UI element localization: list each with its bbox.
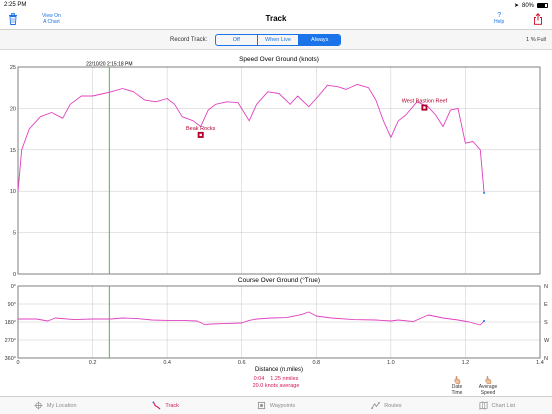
share-icon[interactable]: [533, 13, 543, 25]
tab-bar: My Location Track Waypoints Routes Chart…: [0, 396, 552, 414]
battery-fill: [538, 4, 546, 7]
waypoint-marker-center: [199, 133, 202, 137]
average-speed-toggle[interactable]: Average Speed: [477, 376, 499, 396]
storage-full-indicator: 1 % Full: [526, 37, 546, 43]
compass-tick-label: W: [544, 338, 550, 344]
tab-routes[interactable]: Routes: [331, 397, 441, 414]
track-icon: [152, 401, 161, 410]
hand-pointer-icon: [454, 376, 461, 384]
x-tick-label: 0.6: [238, 360, 246, 366]
x-tick-label: 1.2: [462, 360, 470, 366]
x-tick-label: 0.2: [89, 360, 97, 366]
view-on-chart-button[interactable]: View On A Chart: [42, 13, 61, 25]
status-time: 2:25 PM: [4, 2, 27, 8]
record-track-label: Record Track:: [170, 37, 208, 43]
help-icon: ?: [497, 12, 502, 19]
y-tick-label: 0°: [11, 284, 16, 290]
summary-average: 20.0 knots average: [252, 383, 300, 389]
plot-frame: [17, 66, 541, 275]
status-right: ➤ 80%: [514, 2, 548, 9]
waypoint-marker-center: [423, 106, 426, 109]
y-tick-label: 360°: [5, 356, 16, 362]
compass-tick-label: S: [544, 320, 548, 326]
x-axis-label: Distance (n.miles): [255, 367, 303, 373]
y-tick-label: 5: [13, 231, 16, 237]
waypoint-label: West Bastion Reef: [402, 99, 448, 105]
tab-label: Track: [165, 402, 179, 409]
x-tick-label: 0.8: [312, 360, 320, 366]
chart-title: Speed Over Ground (knots): [239, 56, 319, 63]
date-label: Date: [451, 384, 463, 390]
series-end-point: [483, 320, 486, 322]
summary-distance: 1.25 nmiles: [270, 376, 299, 382]
hand-pointer-icon: [485, 376, 492, 384]
trash-icon[interactable]: [8, 13, 18, 25]
average-label: Average: [478, 384, 498, 390]
battery-icon: [537, 3, 548, 8]
series-line: [17, 83, 485, 193]
tab-label: Waypoints: [269, 402, 296, 409]
page-title: Track: [265, 14, 287, 23]
y-tick-label: 20: [10, 106, 16, 112]
location-arrow-icon: ➤: [513, 3, 519, 9]
chart-list-icon: [479, 401, 488, 410]
y-tick-label: 0: [13, 272, 16, 278]
x-tick-label: 1.0: [387, 360, 395, 366]
y-tick-label: 180°: [5, 320, 16, 326]
y-tick-label: 90°: [8, 302, 16, 308]
compass-icon: [34, 401, 43, 410]
time-label: Time: [451, 389, 463, 396]
tab-label: Chart List: [491, 402, 516, 409]
tab-track[interactable]: Track: [110, 397, 220, 414]
waypoint-label: Beak Rocks: [186, 126, 216, 132]
tab-label: Routes: [384, 402, 402, 409]
cursor-timestamp: 22/10/20 2:15:18 PM: [86, 62, 132, 68]
y-tick-label: 15: [10, 148, 16, 154]
speed-label: Speed: [480, 389, 496, 396]
chart-title: Course Over Ground (°True): [238, 276, 320, 284]
y-tick-label: 10: [10, 189, 16, 195]
x-tick-label: 0.4: [163, 360, 171, 366]
y-tick-label: 270°: [5, 338, 16, 344]
view-chart-line1: View On: [42, 13, 61, 19]
track-charts[interactable]: Speed Over Ground (knots) 0 5 10 15 20 25 22/10…: [0, 50, 552, 396]
charts-area: Speed Over Ground (knots) 0 5 10 15 20 25 22/10…: [0, 50, 552, 396]
y-tick-label: 25: [10, 65, 16, 71]
series-end-point: [483, 191, 486, 194]
help-button[interactable]: ? Help: [494, 12, 505, 25]
battery-percent: 80%: [521, 2, 534, 9]
summary-duration: 0:04: [253, 376, 265, 382]
record-track-segmented-control: Off When Live Always: [215, 34, 341, 46]
help-label: Help: [494, 19, 505, 25]
track-summary: 0:04 1.25 nmiles 20.0 knots average: [0, 376, 552, 390]
compass-tick-label: N: [544, 356, 548, 362]
status-bar: 2:25 PM ➤ 80%: [0, 0, 552, 10]
compass-tick-label: E: [544, 302, 548, 308]
view-chart-line2: A Chart: [43, 19, 60, 25]
waypoint-icon: [257, 401, 265, 410]
date-time-toggle[interactable]: Date Time: [446, 376, 468, 396]
tab-my-location[interactable]: My Location: [0, 397, 110, 414]
record-option-always[interactable]: Always: [299, 35, 340, 45]
record-option-when-live[interactable]: When Live: [258, 35, 300, 45]
tab-waypoints[interactable]: Waypoints: [221, 397, 331, 414]
series-line: [18, 311, 485, 326]
route-icon: [371, 402, 381, 410]
x-tick-label: 0: [16, 360, 19, 366]
record-option-off[interactable]: Off: [216, 35, 258, 45]
record-track-bar: Record Track: Off When Live Always 1 % F…: [0, 30, 552, 50]
plot-frame: [17, 285, 541, 359]
x-tick-label: 1.4: [536, 360, 544, 366]
nav-bar: View On A Chart Track ? Help: [0, 10, 552, 30]
compass-tick-label: N: [544, 284, 548, 290]
tab-chart-list[interactable]: Chart List: [442, 397, 552, 414]
tab-label: My Location: [46, 402, 77, 409]
